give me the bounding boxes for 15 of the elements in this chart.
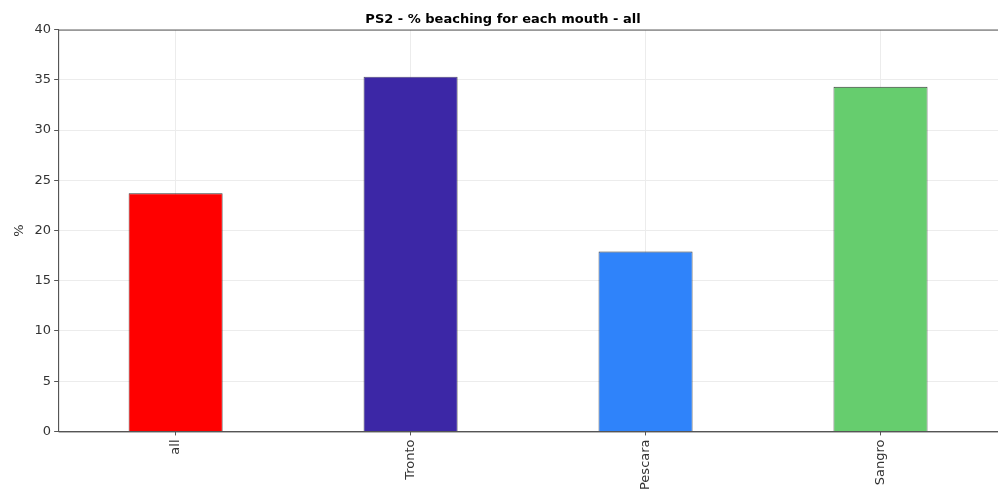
chart-title: PS2 - % beaching for each mouth - all bbox=[365, 11, 641, 27]
x-tick-label: Sangro bbox=[871, 439, 887, 486]
y-tick-label: 25 bbox=[34, 171, 52, 187]
y-tick-label: 0 bbox=[42, 422, 52, 438]
y-tick-label: 30 bbox=[34, 121, 52, 137]
y-axis-title: % bbox=[11, 224, 27, 237]
x-tick-label: Pescara bbox=[636, 439, 652, 491]
y-tick-label: 5 bbox=[42, 372, 52, 388]
y-tick-label: 35 bbox=[34, 71, 52, 87]
y-tick-label: 10 bbox=[34, 322, 52, 338]
y-tick-label: 20 bbox=[34, 221, 52, 237]
x-tick-label: all bbox=[167, 439, 182, 455]
x-tick-label: Tronto bbox=[401, 439, 417, 481]
y-tick-label: 40 bbox=[34, 20, 52, 36]
y-tick-label: 15 bbox=[34, 272, 52, 288]
